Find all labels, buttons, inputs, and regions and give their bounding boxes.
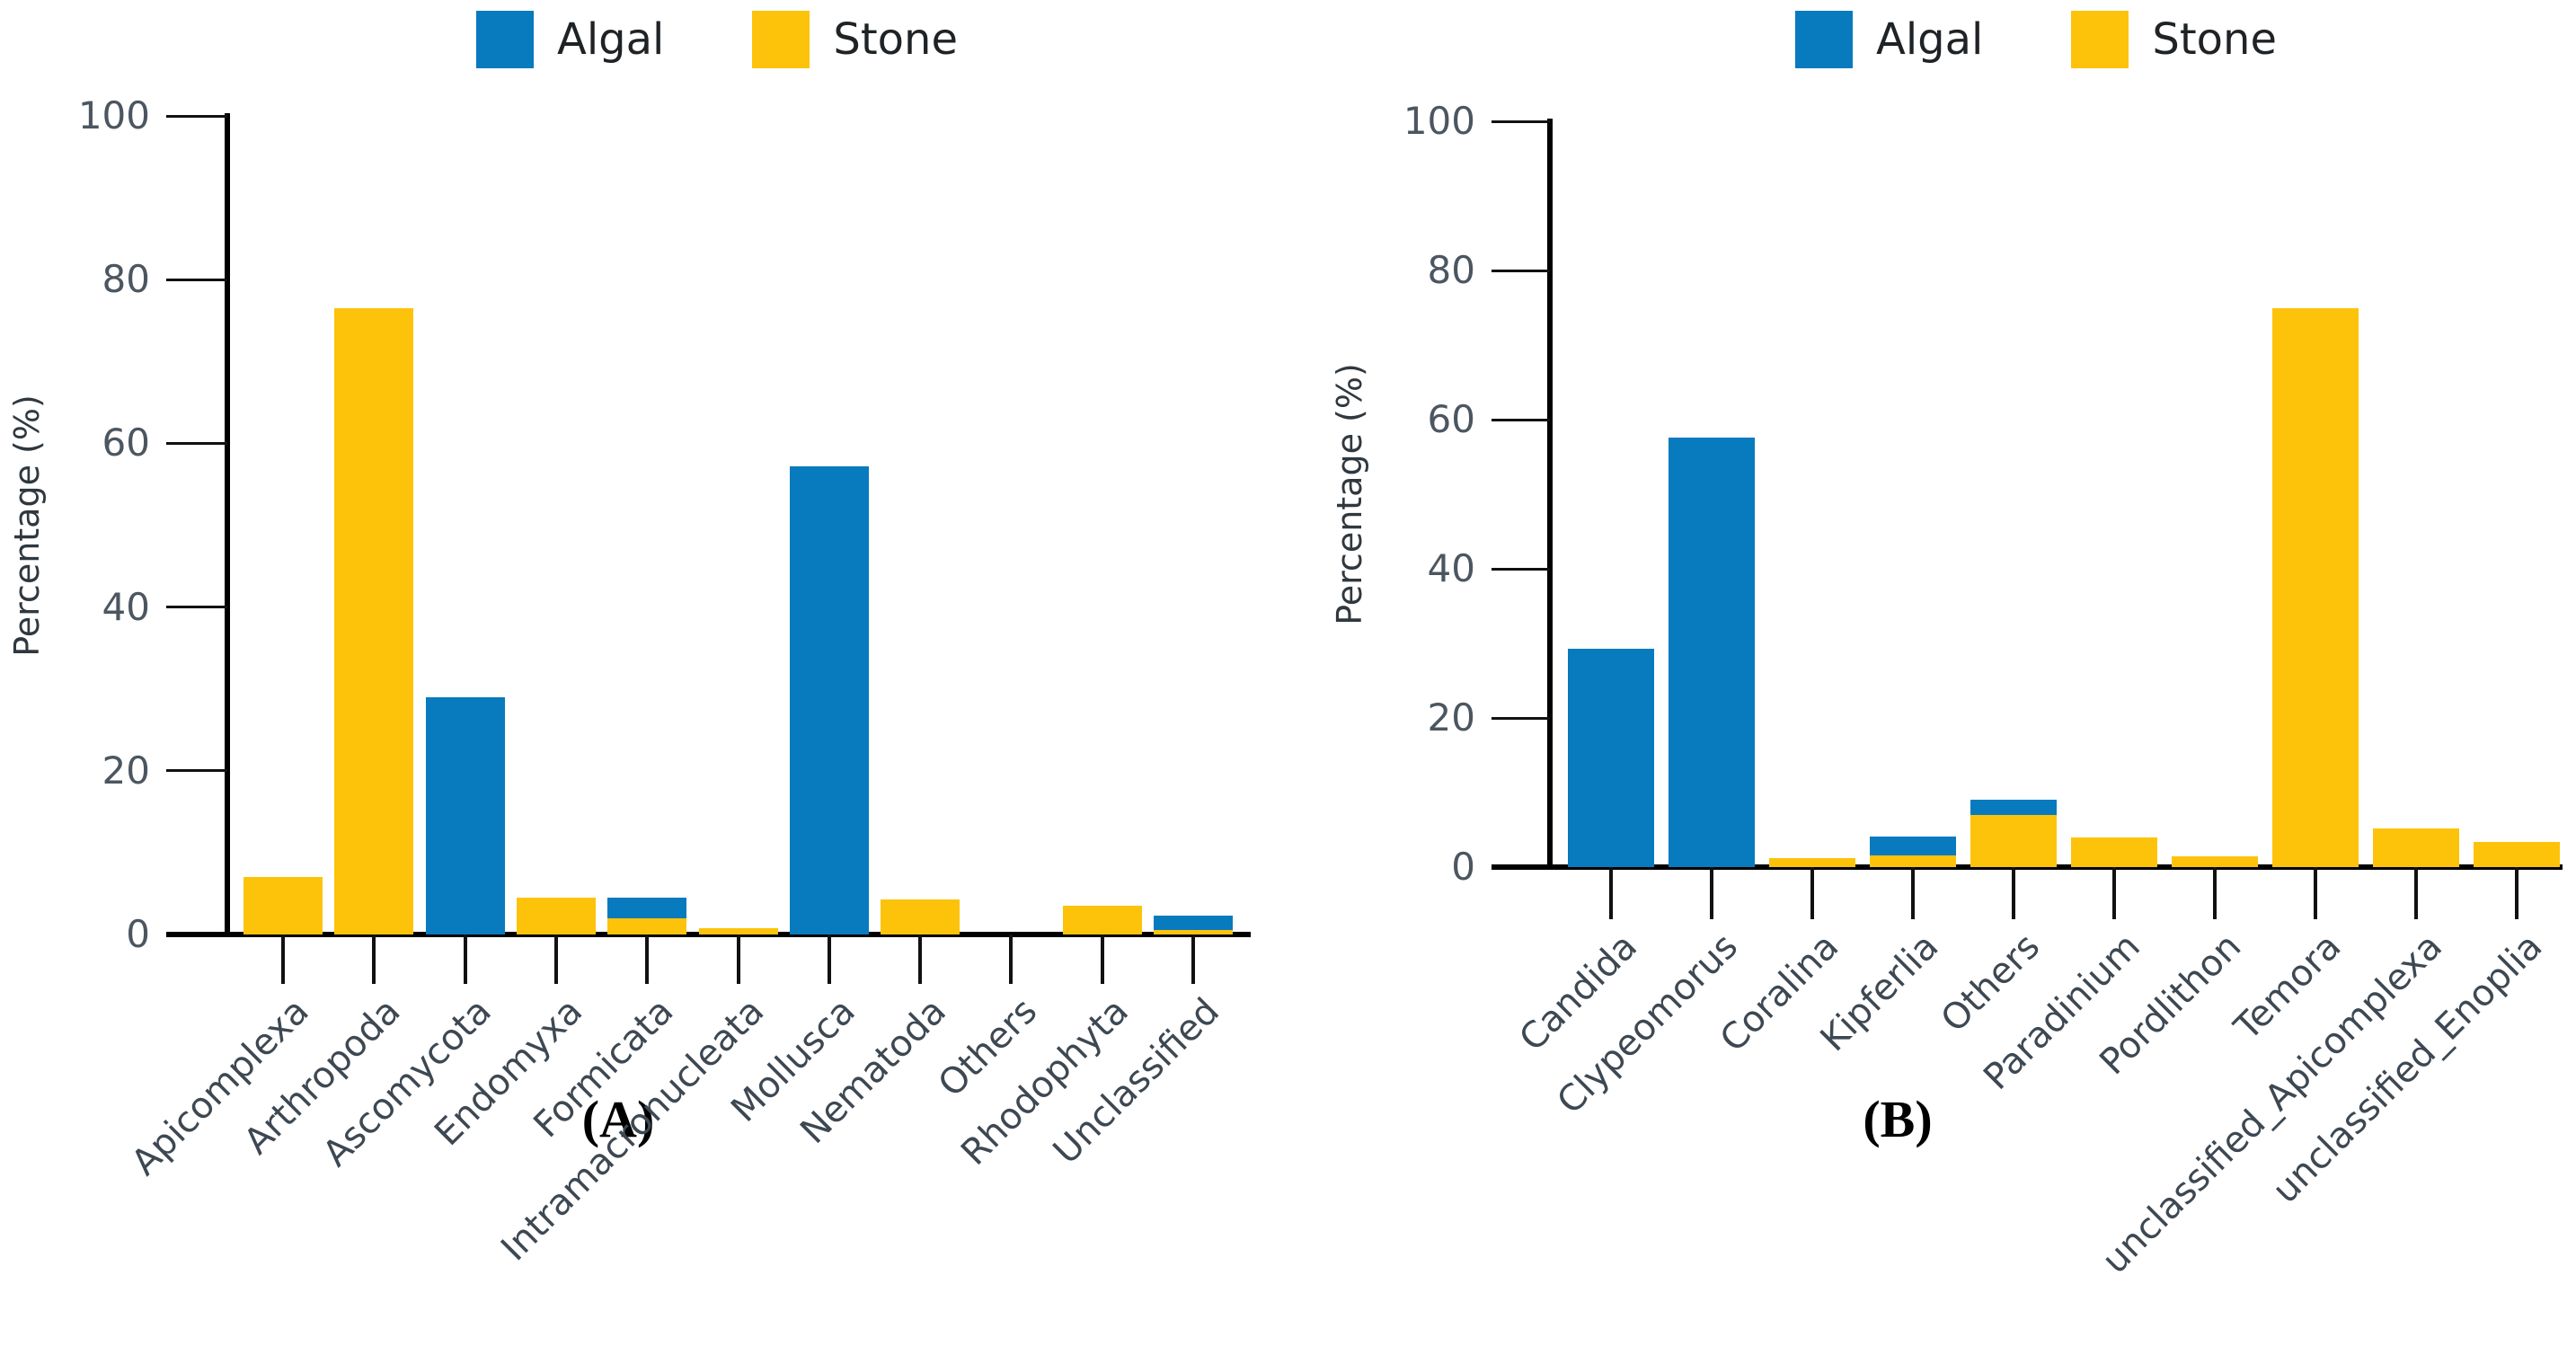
bar-stone-unclassified-enoplia <box>2474 841 2560 867</box>
x-tick <box>918 934 923 984</box>
bar-stone-unclassified-apicomplexa <box>2373 828 2459 867</box>
legend-algal-swatch <box>1795 11 1853 68</box>
bar-stone-others <box>1970 814 2057 867</box>
bar-algal-ascomycota <box>425 696 505 934</box>
legend-item-algal: Algal <box>1795 11 1983 68</box>
x-tick <box>1191 934 1195 984</box>
bar-stone-pordlithon <box>2172 856 2258 867</box>
legend-stone-label: Stone <box>2152 14 2277 65</box>
x-tick <box>2414 867 2418 919</box>
legend-algal-swatch <box>476 11 534 68</box>
y-tick-label: 0 <box>126 912 150 956</box>
x-tick <box>372 934 376 984</box>
bar-stone-coralina <box>1769 858 1855 867</box>
x-tick <box>736 934 740 984</box>
y-tick-label: 40 <box>1427 546 1475 590</box>
x-tick <box>645 934 650 984</box>
x-tick <box>2213 867 2217 919</box>
y-tick <box>1492 418 1550 421</box>
x-tick-label-clypeomorus: Clypeomorus <box>1549 926 1746 1122</box>
bar-stone-formicata <box>607 917 687 934</box>
x-tick <box>1609 867 1613 919</box>
bar-stone-unclassified <box>1154 930 1233 934</box>
bar-stone-kipferlia <box>1870 855 1956 867</box>
x-tick <box>2515 867 2518 919</box>
y-tick <box>166 441 227 445</box>
y-tick <box>166 278 227 281</box>
x-tick <box>281 934 285 984</box>
bar-stone-apicomplexa <box>243 877 323 934</box>
y-tick-label: 60 <box>102 421 150 465</box>
y-tick <box>1492 269 1550 272</box>
bar-algal-clypeomorus <box>1669 437 1755 867</box>
bar-stone-temora <box>2272 308 2359 867</box>
y-axis-line <box>1547 119 1553 870</box>
y-tick-label: 40 <box>102 584 150 629</box>
x-tick <box>827 934 831 984</box>
x-tick <box>2112 867 2116 919</box>
y-tick <box>1492 716 1550 720</box>
legend-algal-label: Algal <box>1876 14 1984 65</box>
y-tick-label: 20 <box>1427 695 1475 740</box>
y-tick <box>1492 567 1550 571</box>
y-tick-label: 100 <box>1403 99 1475 143</box>
bar-stone-paradinium <box>2071 837 2157 867</box>
bar-stone-rhodophyta <box>1062 906 1142 934</box>
y-tick <box>166 606 227 609</box>
y-tick-label: 100 <box>77 93 150 137</box>
x-tick <box>463 934 467 984</box>
y-tick-label: 60 <box>1427 397 1475 441</box>
legend-panel-b: Algal Stone <box>1795 11 2277 68</box>
legend-item-stone: Stone <box>2071 11 2277 68</box>
x-tick <box>2012 867 2015 919</box>
legend-algal-label: Algal <box>557 14 665 65</box>
y-tick-label: 80 <box>1427 248 1475 292</box>
bar-stone-nematoda <box>881 899 960 934</box>
bar-algal-candida <box>1568 648 1654 867</box>
x-tick <box>553 934 558 984</box>
bar-algal-unclassified <box>1154 916 1233 934</box>
y-tick <box>1492 120 1550 123</box>
legend-stone-swatch <box>752 11 810 68</box>
y-tick <box>166 114 227 118</box>
bar-stone-arthropoda <box>334 308 414 934</box>
x-axis-line <box>166 932 1251 937</box>
panel-caption-b: (B) <box>1863 1090 1933 1148</box>
y-tick <box>166 769 227 773</box>
y-tick-label: 20 <box>102 748 150 793</box>
y-tick-label: 80 <box>102 257 150 302</box>
x-axis-line <box>1492 864 2563 870</box>
x-tick <box>2314 867 2317 919</box>
x-tick <box>1009 934 1014 984</box>
y-tick-label: 0 <box>1451 845 1475 889</box>
legend-item-stone: Stone <box>752 11 958 68</box>
legend-stone-label: Stone <box>833 14 958 65</box>
bar-stone-intramacronucleata <box>698 927 778 934</box>
legend-stone-swatch <box>2071 11 2129 68</box>
y-axis-line <box>225 113 230 937</box>
x-tick <box>1810 867 1814 919</box>
panel-caption-a: (A) <box>581 1090 655 1148</box>
x-tick <box>1710 867 1713 919</box>
bar-algal-mollusca <box>789 465 869 934</box>
bar-stone-endomyxa <box>516 898 596 934</box>
legend-panel-a: Algal Stone <box>476 11 958 68</box>
x-tick <box>1911 867 1915 919</box>
x-tick <box>1100 934 1104 984</box>
legend-item-algal: Algal <box>476 11 664 68</box>
